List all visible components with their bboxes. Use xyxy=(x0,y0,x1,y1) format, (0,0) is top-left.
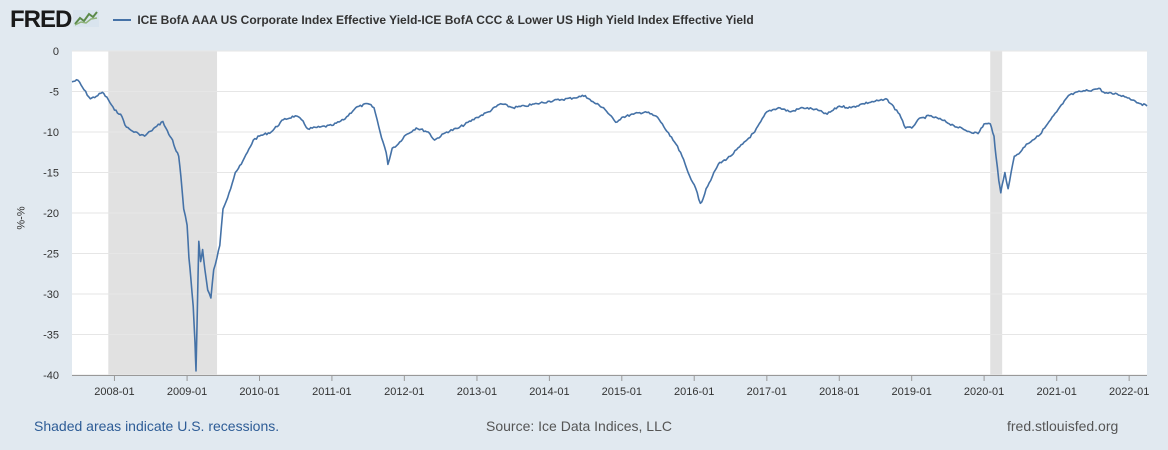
x-tick-label: 2012-01 xyxy=(384,386,424,398)
recession-note: Shaded areas indicate U.S. recessions. xyxy=(34,418,280,434)
x-tick-label: 2018-01 xyxy=(819,386,859,398)
legend-swatch xyxy=(113,19,132,21)
y-tick-label: 0 xyxy=(53,46,59,58)
x-tick-label: 2009-01 xyxy=(167,386,207,398)
y-tick-label: -20 xyxy=(43,208,59,220)
y-tick-label: -30 xyxy=(43,289,59,301)
x-tick-label: 2020-01 xyxy=(964,386,1004,398)
y-tick-label: -25 xyxy=(43,249,59,261)
x-tick-label: 2010-01 xyxy=(239,386,279,398)
y-tick-label: -5 xyxy=(49,87,59,99)
x-tick-label: 2016-01 xyxy=(674,386,714,398)
fred-logo[interactable]: FRED xyxy=(10,6,72,33)
source-note: Source: Ice Data Indices, LLC xyxy=(486,418,672,434)
y-tick-layer: 0 -5 -10 -15 -20 -25 -30 -35 -40 xyxy=(43,46,59,382)
x-tick-label: 2021-01 xyxy=(1037,386,1077,398)
legend-label: ICE BofA AAA US Corporate Index Effectiv… xyxy=(137,13,754,27)
legend: ICE BofA AAA US Corporate Index Effectiv… xyxy=(113,13,754,27)
x-tick-label: 2019-01 xyxy=(891,386,931,398)
x-tick-label: 2017-01 xyxy=(747,386,787,398)
x-tick-label: 2014-01 xyxy=(529,386,569,398)
y-tick-label: -40 xyxy=(43,370,59,382)
x-tick-label: 2008-01 xyxy=(94,386,134,398)
y-tick-label: -15 xyxy=(43,168,59,180)
chart: 0-5-10-15-20-25-30-35-40 2008-01 2009-01 2… xyxy=(43,46,1149,398)
x-tick-label: 2013-01 xyxy=(457,386,497,398)
y-tick-label: -35 xyxy=(43,330,59,342)
series-line xyxy=(71,78,1148,372)
chart-header: FRED ICE BofA AAA US Corporate Index Eff… xyxy=(10,6,754,34)
x-tick-label: 2011-01 xyxy=(312,386,352,398)
y-tick-label: -10 xyxy=(43,127,59,139)
x-tick-label: 2022-01 xyxy=(1109,386,1149,398)
line-chart-icon xyxy=(73,8,100,33)
x-tick-layer: 2008-01 2009-01 2010-01 2011-01 2012-01 2013-… xyxy=(72,375,1149,398)
site-link[interactable]: fred.stlouisfed.org xyxy=(1007,418,1119,434)
x-tick-label: 2015-01 xyxy=(602,386,642,398)
